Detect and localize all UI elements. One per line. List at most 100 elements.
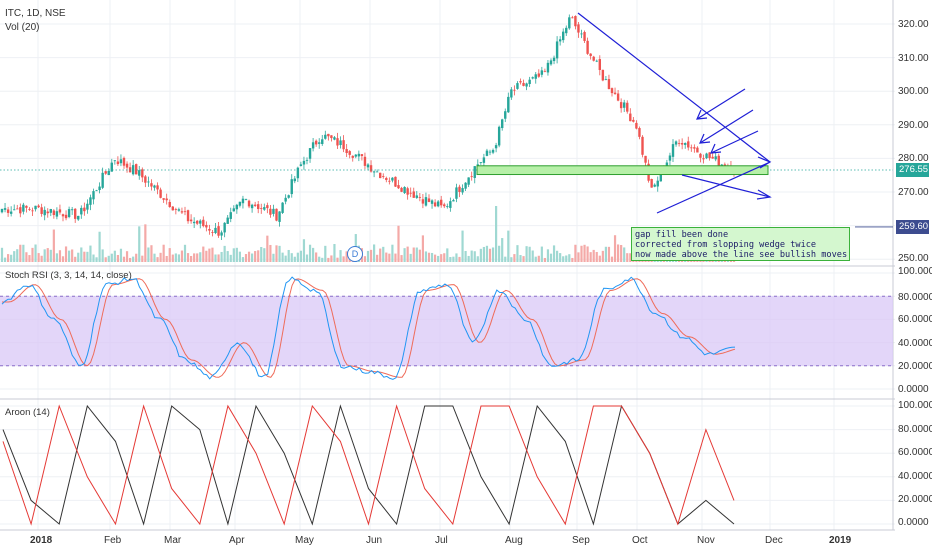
candle-body bbox=[299, 164, 303, 166]
time-label: 2019 bbox=[829, 535, 852, 546]
candle-body bbox=[150, 183, 153, 187]
candle-body bbox=[192, 221, 196, 224]
candle-body bbox=[333, 137, 336, 140]
candle-body bbox=[482, 157, 486, 163]
annotation-note[interactable]: gap fill been done corrected from sloppi… bbox=[631, 227, 850, 261]
volume-bar bbox=[122, 256, 126, 262]
candle-body bbox=[189, 219, 193, 222]
candle-body bbox=[165, 198, 168, 201]
candle-body bbox=[546, 62, 550, 73]
volume-bar bbox=[391, 244, 394, 262]
stoch-band bbox=[0, 296, 893, 366]
candle-body bbox=[202, 219, 205, 227]
volume-bar bbox=[455, 253, 458, 262]
volume-bar bbox=[601, 250, 604, 262]
candle-body bbox=[125, 163, 129, 168]
volume-bar bbox=[437, 255, 440, 262]
dividend-marker[interactable]: D bbox=[347, 246, 363, 262]
volume-bar bbox=[135, 253, 138, 262]
candle-body bbox=[494, 145, 498, 149]
volume-bar bbox=[339, 250, 342, 262]
volume-bar bbox=[571, 257, 574, 262]
time-label: Mar bbox=[164, 535, 182, 546]
volume-bar bbox=[613, 235, 617, 262]
candle-body bbox=[708, 152, 711, 159]
volume-bar bbox=[305, 254, 309, 262]
candle-body bbox=[513, 89, 516, 91]
candle-body bbox=[46, 211, 49, 214]
stoch-k-line bbox=[1, 276, 736, 380]
volume-bar bbox=[101, 249, 104, 262]
volume-bar bbox=[418, 249, 421, 262]
volume-bar bbox=[607, 246, 611, 262]
price-tick: 270.00 bbox=[898, 187, 929, 198]
volume-bar bbox=[485, 245, 489, 262]
candle-body bbox=[290, 179, 293, 195]
candle-body bbox=[555, 41, 559, 59]
volume-bar bbox=[28, 255, 31, 262]
arrow-head bbox=[696, 109, 708, 120]
volume-bar bbox=[208, 248, 211, 262]
volume-bar bbox=[461, 230, 464, 262]
volume-bar bbox=[318, 256, 321, 262]
candle-body bbox=[375, 171, 379, 173]
symbol-title: ITC, 1D, NSE bbox=[5, 8, 66, 19]
volume-bar bbox=[74, 256, 77, 262]
candle-body bbox=[6, 209, 10, 213]
candle-body bbox=[497, 126, 501, 146]
candle-body bbox=[70, 209, 74, 211]
aroon-tick: 80.0000 bbox=[898, 424, 932, 435]
volume-bar bbox=[13, 251, 16, 262]
volume-bar bbox=[180, 250, 184, 262]
volume-bar bbox=[129, 257, 132, 262]
volume-bar bbox=[202, 246, 205, 262]
volume-bar bbox=[10, 254, 13, 262]
time-label: Apr bbox=[229, 535, 245, 546]
volume-bar bbox=[549, 253, 553, 262]
volume-bar bbox=[449, 257, 452, 262]
candle-body bbox=[702, 158, 705, 160]
arrow-head bbox=[757, 156, 772, 169]
volume-bar bbox=[498, 245, 501, 262]
candle-body bbox=[25, 205, 28, 208]
candle-body bbox=[391, 177, 394, 181]
candle-body bbox=[568, 17, 571, 29]
candle-body bbox=[659, 169, 662, 182]
candle-body bbox=[687, 141, 690, 148]
volume-bar bbox=[507, 230, 510, 262]
candle-body bbox=[226, 217, 229, 224]
candle-body bbox=[677, 143, 681, 144]
candle-body bbox=[714, 156, 717, 160]
volume-bar bbox=[159, 252, 162, 262]
candle-body bbox=[488, 151, 492, 153]
candle-body bbox=[540, 70, 544, 75]
annotation-line: corrected from slopping wedge twice bbox=[635, 240, 817, 251]
volume-bar bbox=[592, 249, 595, 262]
volume-bar bbox=[586, 246, 589, 262]
volume-bar bbox=[55, 253, 58, 262]
volume-bar bbox=[269, 244, 272, 262]
candle-body bbox=[168, 201, 171, 207]
volume-bar bbox=[522, 256, 525, 262]
wedge-lower-trendline bbox=[656, 161, 771, 214]
aroon-tick: 20.0000 bbox=[898, 494, 932, 505]
volume-bar bbox=[510, 257, 513, 262]
volume-bar bbox=[257, 250, 260, 262]
candle-body bbox=[717, 155, 720, 167]
volume-bar bbox=[491, 247, 495, 262]
volume-bar bbox=[312, 247, 315, 262]
volume-bar bbox=[464, 250, 467, 262]
candle-body bbox=[507, 96, 510, 113]
time-label: Dec bbox=[765, 535, 783, 546]
candle-body bbox=[34, 205, 37, 210]
candle-body bbox=[366, 164, 370, 168]
candle-body bbox=[49, 209, 52, 213]
volume-bar bbox=[604, 246, 607, 262]
aroon-tick: 60.0000 bbox=[898, 447, 932, 458]
volume-bar bbox=[598, 255, 601, 262]
volume-bar bbox=[40, 255, 43, 262]
volume-bar bbox=[244, 254, 248, 262]
aroon-up-line bbox=[2, 404, 735, 526]
candle-body bbox=[156, 185, 159, 190]
